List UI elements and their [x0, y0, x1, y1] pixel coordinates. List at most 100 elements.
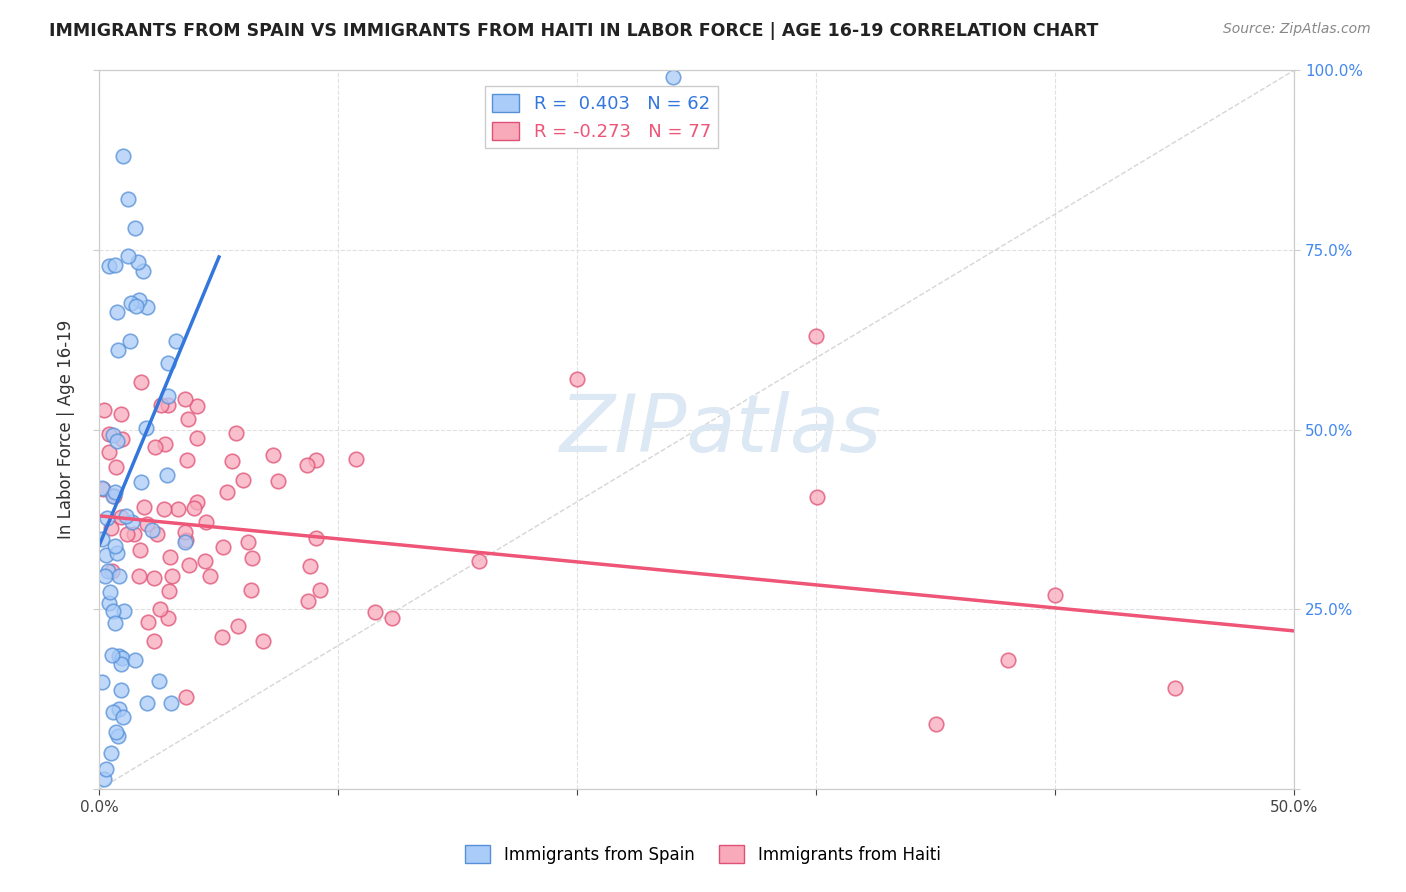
Point: [1045, 588, 1067, 602]
Point: [157, 356, 180, 370]
Point: [112, 604, 135, 618]
Point: [94, 569, 117, 583]
Point: [135, 517, 157, 532]
Point: [98, 585, 121, 599]
Point: [132, 500, 155, 515]
Point: [103, 489, 125, 503]
Point: [299, 558, 322, 573]
Point: [110, 510, 132, 524]
Point: [925, 717, 948, 731]
Point: [108, 702, 131, 716]
Point: [90, 481, 112, 495]
Point: [997, 653, 1019, 667]
Point: [115, 526, 138, 541]
Text: ZIPatlas: ZIPatlas: [560, 391, 882, 468]
Point: [107, 343, 129, 358]
Point: [107, 729, 129, 743]
Point: [162, 568, 184, 582]
Point: [186, 399, 208, 413]
Point: [174, 690, 197, 705]
Point: [152, 501, 174, 516]
Text: Source: ZipAtlas.com: Source: ZipAtlas.com: [1223, 22, 1371, 37]
Point: [90, 532, 112, 546]
Point: [122, 526, 145, 541]
Point: [295, 458, 318, 473]
Point: [160, 696, 183, 710]
Point: [1164, 681, 1187, 696]
Point: [240, 583, 263, 598]
Point: [90, 674, 112, 689]
Point: [467, 554, 489, 568]
Point: [157, 611, 180, 625]
Point: [98, 596, 121, 610]
Point: [108, 649, 131, 664]
Point: [173, 392, 195, 406]
Point: [174, 525, 197, 540]
Point: [105, 460, 128, 475]
Point: [157, 398, 180, 412]
Point: [105, 546, 128, 560]
Point: [215, 485, 238, 500]
Y-axis label: In Labor Force | Age 16-19: In Labor Force | Age 16-19: [58, 320, 75, 540]
Point: [157, 389, 180, 403]
Point: [176, 453, 198, 467]
Point: [112, 149, 135, 163]
Point: [120, 296, 142, 310]
Point: [98, 444, 121, 458]
Point: [94, 762, 117, 776]
Point: [136, 615, 159, 629]
Point: [125, 300, 148, 314]
Point: [344, 451, 367, 466]
Point: [105, 434, 128, 448]
Point: [110, 433, 132, 447]
Point: [110, 407, 132, 421]
Point: [149, 602, 172, 616]
Point: [662, 70, 685, 85]
Point: [305, 453, 328, 467]
Point: [165, 334, 187, 348]
Point: [141, 523, 163, 537]
Point: [381, 611, 404, 625]
Point: [101, 489, 124, 503]
Point: [252, 633, 274, 648]
Point: [117, 249, 139, 263]
Point: [150, 398, 173, 412]
Point: [104, 258, 127, 272]
Point: [186, 431, 208, 445]
Point: [124, 653, 146, 667]
Point: [567, 372, 589, 386]
Point: [226, 618, 249, 632]
Point: [806, 329, 828, 343]
Point: [159, 550, 181, 565]
Point: [101, 705, 124, 719]
Point: [145, 441, 167, 455]
Point: [101, 648, 124, 662]
Legend: Immigrants from Spain, Immigrants from Haiti: Immigrants from Spain, Immigrants from H…: [458, 838, 948, 871]
Point: [183, 501, 205, 516]
Text: IMMIGRANTS FROM SPAIN VS IMMIGRANTS FROM HAITI IN LABOR FORCE | AGE 16-19 CORREL: IMMIGRANTS FROM SPAIN VS IMMIGRANTS FROM…: [49, 22, 1098, 40]
Point: [297, 594, 319, 608]
Point: [101, 604, 124, 618]
Point: [96, 549, 118, 563]
Point: [146, 527, 169, 541]
Point: [121, 515, 143, 529]
Point: [117, 193, 139, 207]
Point: [110, 657, 132, 671]
Point: [96, 510, 118, 524]
Point: [212, 541, 235, 555]
Point: [167, 502, 190, 516]
Point: [195, 516, 218, 530]
Point: [156, 467, 179, 482]
Point: [177, 558, 200, 572]
Point: [105, 304, 128, 318]
Point: [194, 554, 217, 568]
Point: [135, 421, 157, 435]
Point: [101, 564, 124, 578]
Point: [93, 402, 115, 417]
Point: [136, 696, 159, 710]
Point: [91, 482, 114, 496]
Point: [131, 376, 153, 390]
Point: [262, 449, 284, 463]
Point: [104, 485, 127, 500]
Point: [120, 334, 142, 348]
